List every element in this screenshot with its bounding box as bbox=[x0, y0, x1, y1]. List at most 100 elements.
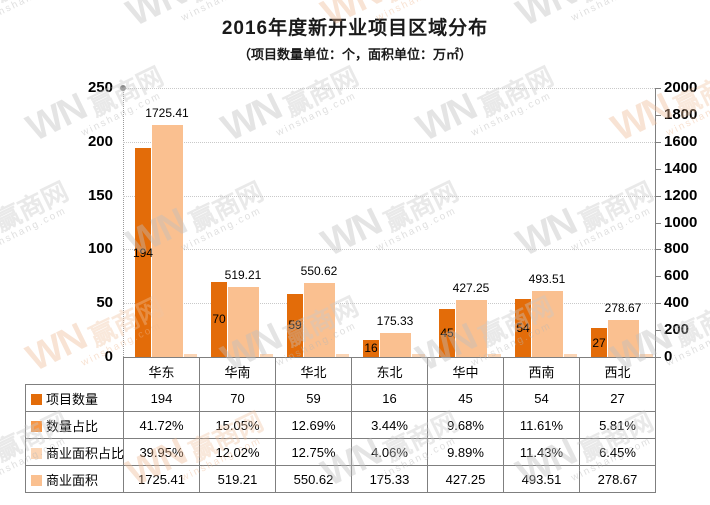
chart-title: 2016年度新开业项目区域分布 bbox=[221, 18, 489, 39]
count-value-label: 16 bbox=[364, 341, 378, 356]
category-label: 东北 bbox=[351, 357, 428, 385]
left-axis-line bbox=[123, 88, 124, 357]
area-value-label: 550.62 bbox=[300, 263, 338, 278]
table-row: 商业面积 1725.41 519.21 550.62 175.33 427.25 493.5… bbox=[25, 465, 656, 493]
left-axis-tick-label: 100 bbox=[87, 240, 113, 258]
value-cell: 70 bbox=[199, 384, 276, 412]
data-table: 华东 华南 华北 东北 华中 西南 西北项目数量 194 70 59 16 45 54 27 数量占比 41.… bbox=[25, 357, 656, 493]
right-axis-tick-label: 200 bbox=[664, 321, 690, 339]
area-value-label: 493.51 bbox=[528, 271, 566, 286]
bar-group: 27 278.67 bbox=[579, 88, 655, 357]
right-axis-tick-label: 800 bbox=[664, 240, 690, 258]
count-value-label: 59 bbox=[288, 318, 302, 333]
value-cell: 175.33 bbox=[351, 465, 428, 493]
pct-bar bbox=[488, 354, 501, 357]
bar-group: 59 550.62 bbox=[275, 88, 351, 357]
count-value-label: 70 bbox=[212, 312, 226, 327]
area-value-label: 278.67 bbox=[604, 300, 642, 315]
area-value-label: 427.25 bbox=[452, 280, 490, 295]
value-cell: 59 bbox=[275, 384, 352, 412]
count-bar bbox=[287, 293, 303, 357]
right-axis-tick-label: 0 bbox=[664, 348, 673, 365]
value-cell: 11.61% bbox=[503, 411, 580, 439]
gridline bbox=[123, 88, 655, 89]
value-cell: 54 bbox=[503, 384, 580, 412]
area-value-label: 175.33 bbox=[376, 314, 414, 329]
right-axis-labels: 0 200 400 600 800 1000 1200 1400 1600 1800 2000 bbox=[664, 0, 710, 505]
right-axis-tick-mark bbox=[656, 114, 661, 116]
legend-label: 商业面积 bbox=[46, 472, 99, 488]
legend-label: 项目数量 bbox=[46, 391, 99, 407]
pct-bar bbox=[260, 354, 273, 357]
right-axis-tick-label: 400 bbox=[664, 294, 690, 312]
category-label: 西南 bbox=[503, 357, 580, 385]
table-row: 数量占比 41.72% 15.05% 12.69% 3.44% 9.68% 11.61% 5.… bbox=[25, 411, 656, 439]
area-bar bbox=[228, 287, 259, 357]
chart-subtitle: （项目数量单位：个，面积单位：万㎡） bbox=[237, 47, 472, 62]
area-value-label: 519.21 bbox=[224, 268, 262, 283]
category-label: 华北 bbox=[275, 357, 352, 385]
count-bar bbox=[363, 339, 379, 357]
legend-swatch bbox=[31, 474, 42, 486]
bar-group: 70 519.21 bbox=[199, 88, 275, 357]
legend-cell: 商业面积占比 bbox=[25, 438, 124, 466]
right-axis-tick-label: 1800 bbox=[664, 105, 698, 123]
value-cell: 3.44% bbox=[351, 411, 428, 439]
value-cell: 493.51 bbox=[503, 465, 580, 493]
table-row: 项目数量 194 70 59 16 45 54 27 bbox=[25, 384, 656, 412]
area-bar bbox=[456, 299, 487, 357]
bar-group: 194 1725.41 bbox=[123, 88, 199, 357]
right-axis-tick-label: 1400 bbox=[664, 159, 698, 177]
gridline bbox=[123, 141, 655, 143]
pct-bar bbox=[336, 354, 349, 357]
value-cell: 39.95% bbox=[123, 438, 200, 466]
count-bar bbox=[515, 298, 531, 357]
area-bar bbox=[608, 319, 639, 357]
category-label: 华中 bbox=[427, 357, 504, 385]
value-cell: 27 bbox=[579, 384, 656, 412]
value-cell: 15.05% bbox=[199, 411, 276, 439]
right-axis-tick-label: 1200 bbox=[664, 186, 698, 204]
legend-swatch bbox=[31, 393, 42, 405]
value-cell: 9.68% bbox=[427, 411, 504, 439]
count-bar bbox=[439, 308, 455, 357]
value-cell: 11.43% bbox=[503, 438, 580, 466]
right-axis-tick-mark bbox=[656, 330, 661, 332]
count-value-label: 54 bbox=[516, 320, 530, 335]
value-cell: 194 bbox=[123, 384, 200, 412]
value-cell: 278.67 bbox=[579, 465, 656, 493]
category-label: 华南 bbox=[199, 357, 276, 385]
axis-top-dot bbox=[120, 85, 126, 91]
count-value-label: 45 bbox=[440, 325, 454, 340]
watermark-name: 赢商网 bbox=[380, 0, 463, 7]
right-axis-tick-mark bbox=[656, 249, 661, 251]
right-axis-tick-mark bbox=[656, 195, 661, 197]
pct-bar bbox=[412, 354, 425, 357]
value-cell: 550.62 bbox=[275, 465, 352, 493]
left-axis-tick-label: 250 bbox=[87, 79, 113, 96]
right-axis-tick-mark bbox=[656, 88, 661, 89]
right-axis-tick-mark bbox=[656, 357, 661, 358]
value-cell: 12.75% bbox=[275, 438, 352, 466]
legend-swatch bbox=[31, 447, 42, 459]
value-cell: 41.72% bbox=[123, 411, 200, 439]
category-label: 西北 bbox=[579, 357, 656, 385]
pct-bar bbox=[184, 354, 197, 357]
right-axis-tick-mark bbox=[656, 276, 661, 278]
right-axis-line bbox=[655, 88, 656, 358]
value-cell: 16 bbox=[351, 384, 428, 412]
legend-cell: 商业面积 bbox=[25, 465, 124, 493]
category-label: 华东 bbox=[123, 357, 200, 385]
value-cell: 5.81% bbox=[579, 411, 656, 439]
value-cell: 1725.41 bbox=[123, 465, 200, 493]
count-bar bbox=[135, 148, 151, 357]
right-axis-tick-mark bbox=[656, 303, 661, 305]
left-axis-labels: 0 50 100 150 200 250 bbox=[56, 0, 113, 505]
value-cell: 6.45% bbox=[579, 438, 656, 466]
value-cell: 45 bbox=[427, 384, 504, 412]
area-bar bbox=[532, 290, 563, 357]
area-bar bbox=[380, 333, 411, 357]
left-axis-tick-label: 50 bbox=[96, 294, 113, 312]
right-axis-tick-label: 2000 bbox=[664, 79, 698, 96]
